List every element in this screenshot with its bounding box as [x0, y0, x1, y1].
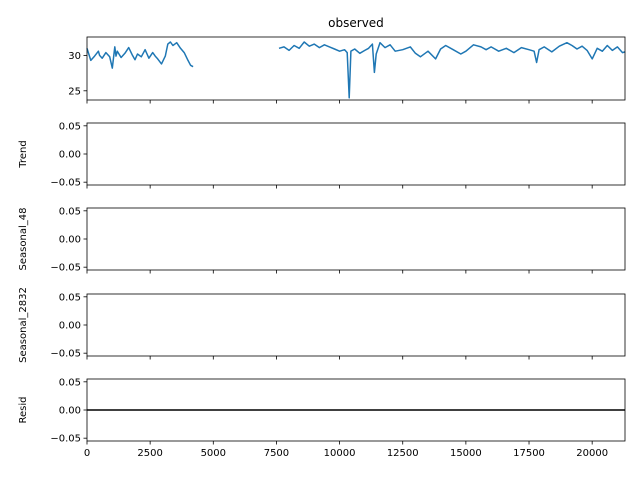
panels: 25 30 −0.05 0.00 0.05 Trend −0.05 0.00 0.05 Seaso… [18, 36, 626, 459]
panel-observed: 25 30 [68, 36, 626, 104]
axes-frame [86, 36, 626, 101]
y-tick-label: 0.00 [59, 150, 81, 161]
x-tick-label: 7500 [264, 448, 289, 459]
x-tick-label: 12500 [387, 448, 419, 459]
chart-title: observed [328, 16, 384, 30]
y-tick-label: 0.05 [59, 121, 81, 132]
x-tick-label: 0 [84, 448, 90, 459]
y-tick-label: 0.05 [59, 377, 81, 388]
series-line-observed-0 [86, 41, 194, 69]
y-tick-label: 0.00 [59, 321, 81, 332]
y-tick-label: 25 [68, 86, 81, 97]
y-tick-label: −0.05 [50, 178, 81, 189]
y-tick-label: −0.05 [50, 349, 81, 360]
panel-seasonal-48: −0.05 0.00 0.05 Seasonal_48 [18, 206, 626, 274]
y-tick-label: 0.05 [59, 292, 81, 303]
x-tick-label: 20000 [576, 448, 608, 459]
y-axis-label: Seasonal_48 [18, 208, 29, 271]
y-axis-label: Resid [18, 397, 29, 424]
y-tick-label: 30 [68, 51, 81, 62]
y-axis-label: Trend [18, 140, 29, 168]
y-tick-label: −0.05 [50, 263, 81, 274]
panel-seasonal-2832: −0.05 0.00 0.05 Seasonal_2832 [18, 287, 626, 363]
y-tick-label: 0.00 [59, 406, 81, 417]
y-tick-label: −0.05 [50, 434, 81, 445]
series-line-observed-1 [278, 41, 626, 99]
y-axis-label: Seasonal_2832 [18, 287, 29, 363]
x-tick-label: 10000 [324, 448, 356, 459]
y-tick-label: 0.05 [59, 206, 81, 217]
panel-trend: −0.05 0.00 0.05 Trend [18, 121, 626, 189]
axes-frame [86, 293, 626, 357]
panel-resid: −0.05 0.00 0.05 0 2500 5000 7500 10000 12500 1500… [18, 377, 626, 459]
x-tick-label: 2500 [137, 448, 162, 459]
axes-frame [86, 122, 626, 186]
x-tick-label: 17500 [513, 448, 545, 459]
y-tick-label: 0.00 [59, 235, 81, 246]
x-tick-label: 15000 [450, 448, 482, 459]
x-tick-label: 5000 [201, 448, 226, 459]
axes-frame [86, 207, 626, 271]
